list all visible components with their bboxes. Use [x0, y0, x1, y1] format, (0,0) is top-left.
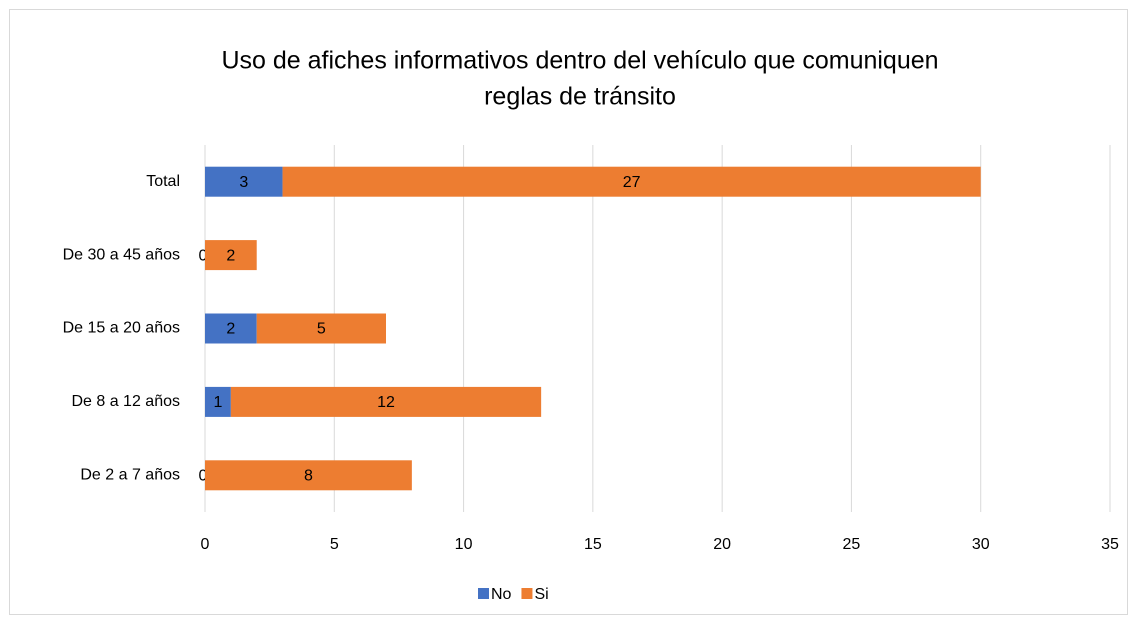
bar-segment [205, 313, 257, 344]
legend-label: Si [534, 586, 548, 603]
chart-title: reglas de tránsito [484, 83, 676, 111]
data-label: 2 [226, 321, 235, 338]
chart-border [9, 9, 1128, 615]
y-tick-label: De 30 a 45 años [63, 246, 180, 263]
data-label: 2 [226, 247, 235, 264]
bar-segment [205, 386, 231, 417]
data-label: 3 [239, 174, 248, 191]
data-label: 5 [317, 321, 326, 338]
x-tick-label: 25 [843, 536, 861, 553]
data-label: 0 [199, 247, 208, 264]
bar-segment [205, 166, 283, 197]
y-tick-label: De 8 a 12 años [71, 393, 180, 410]
data-label: 12 [377, 394, 395, 411]
x-tick-label: 35 [1101, 536, 1119, 553]
legend-label: No [491, 586, 512, 603]
x-tick-label: 10 [455, 536, 473, 553]
bar-segment [205, 240, 257, 271]
x-tick-label: 15 [584, 536, 602, 553]
x-tick-label: 20 [713, 536, 731, 553]
bar-segment [230, 386, 542, 417]
y-tick-label: Total [146, 173, 180, 190]
data-label: 8 [304, 468, 313, 485]
bar-segment [256, 313, 386, 344]
chart-title: Uso de afiches informativos dentro del v… [221, 47, 938, 75]
x-tick-label: 5 [330, 536, 339, 553]
x-tick-label: 0 [201, 536, 210, 553]
data-label: 27 [623, 174, 641, 191]
y-tick-label: De 15 a 20 años [63, 320, 180, 337]
data-label: 1 [213, 394, 222, 411]
legend-swatch [521, 588, 533, 599]
x-tick-label: 30 [972, 536, 990, 553]
bar-segment [205, 460, 412, 491]
legend-swatch [478, 588, 489, 599]
data-label: 0 [199, 468, 208, 485]
y-tick-label: De 2 a 7 años [80, 467, 180, 484]
bar-segment [282, 166, 981, 197]
